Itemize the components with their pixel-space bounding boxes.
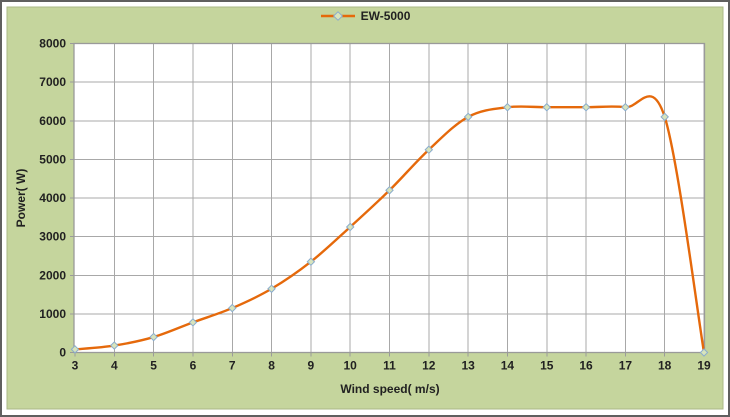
y-tick-label: 8000: [39, 37, 66, 51]
data-point-marker: [188, 318, 198, 327]
x-tick-label: 14: [501, 359, 515, 373]
y-axis-title: Power( W): [14, 168, 28, 228]
x-tick-label: 15: [540, 359, 554, 373]
data-point-marker: [385, 185, 394, 195]
y-tick-label: 2000: [39, 268, 66, 282]
series-line-marker-icon: [320, 11, 355, 21]
x-tick-label: 8: [268, 359, 275, 373]
data-point-marker: [110, 341, 119, 350]
y-tick-label: 4000: [39, 191, 66, 205]
y-tick-label: 6000: [39, 114, 66, 128]
data-point-marker: [621, 102, 630, 112]
plot-border: [73, 42, 706, 354]
data-point-marker: [424, 145, 434, 155]
y-tick-label: 5000: [39, 152, 66, 166]
data-point-marker: [542, 102, 552, 112]
x-tick-label: 16: [579, 359, 593, 373]
x-tick-label: 4: [111, 359, 118, 373]
data-point-marker: [345, 222, 355, 232]
y-tick-label: 0: [59, 346, 66, 360]
x-tick-label: 17: [619, 359, 633, 373]
x-tick-label: 9: [308, 359, 315, 373]
data-point-marker: [660, 112, 669, 122]
data-point-marker: [503, 102, 512, 112]
x-tick-label: 11: [383, 359, 396, 373]
axis-ticks: [70, 43, 705, 357]
legend-diamond-icon: [332, 11, 343, 21]
x-tick-label: 6: [190, 359, 197, 373]
series-markers: [70, 102, 709, 357]
x-axis-title: Wind speed( m/s): [340, 382, 440, 396]
data-point-marker: [70, 345, 80, 354]
legend: EW-5000: [2, 8, 728, 24]
legend-series-label: EW-5000: [360, 9, 411, 23]
x-tick-label: 19: [697, 359, 711, 373]
x-tick-label: 13: [461, 359, 475, 373]
data-point-marker: [581, 102, 591, 112]
y-tick-label: 7000: [39, 75, 66, 89]
data-point-marker: [267, 284, 276, 294]
x-tick-label: 12: [422, 359, 436, 373]
x-tick-label: 5: [150, 359, 157, 373]
data-point-marker: [227, 303, 237, 313]
x-tick-label: 3: [72, 359, 79, 373]
axis-labels: 3 4 5 6 7 8 9 10 11 12 13 14 15 16 17 18 19 0 1000 2000 3000…: [39, 37, 711, 373]
x-tick-label: 18: [658, 359, 672, 373]
data-point-marker: [149, 332, 158, 342]
x-tick-label: 7: [229, 359, 236, 373]
y-tick-label: 3000: [39, 230, 66, 244]
data-point-marker: [463, 112, 473, 122]
data-point-marker: [306, 257, 316, 267]
data-point-marker: [699, 348, 709, 357]
x-tick-label: 10: [344, 359, 358, 373]
y-tick-label: 1000: [39, 307, 66, 321]
